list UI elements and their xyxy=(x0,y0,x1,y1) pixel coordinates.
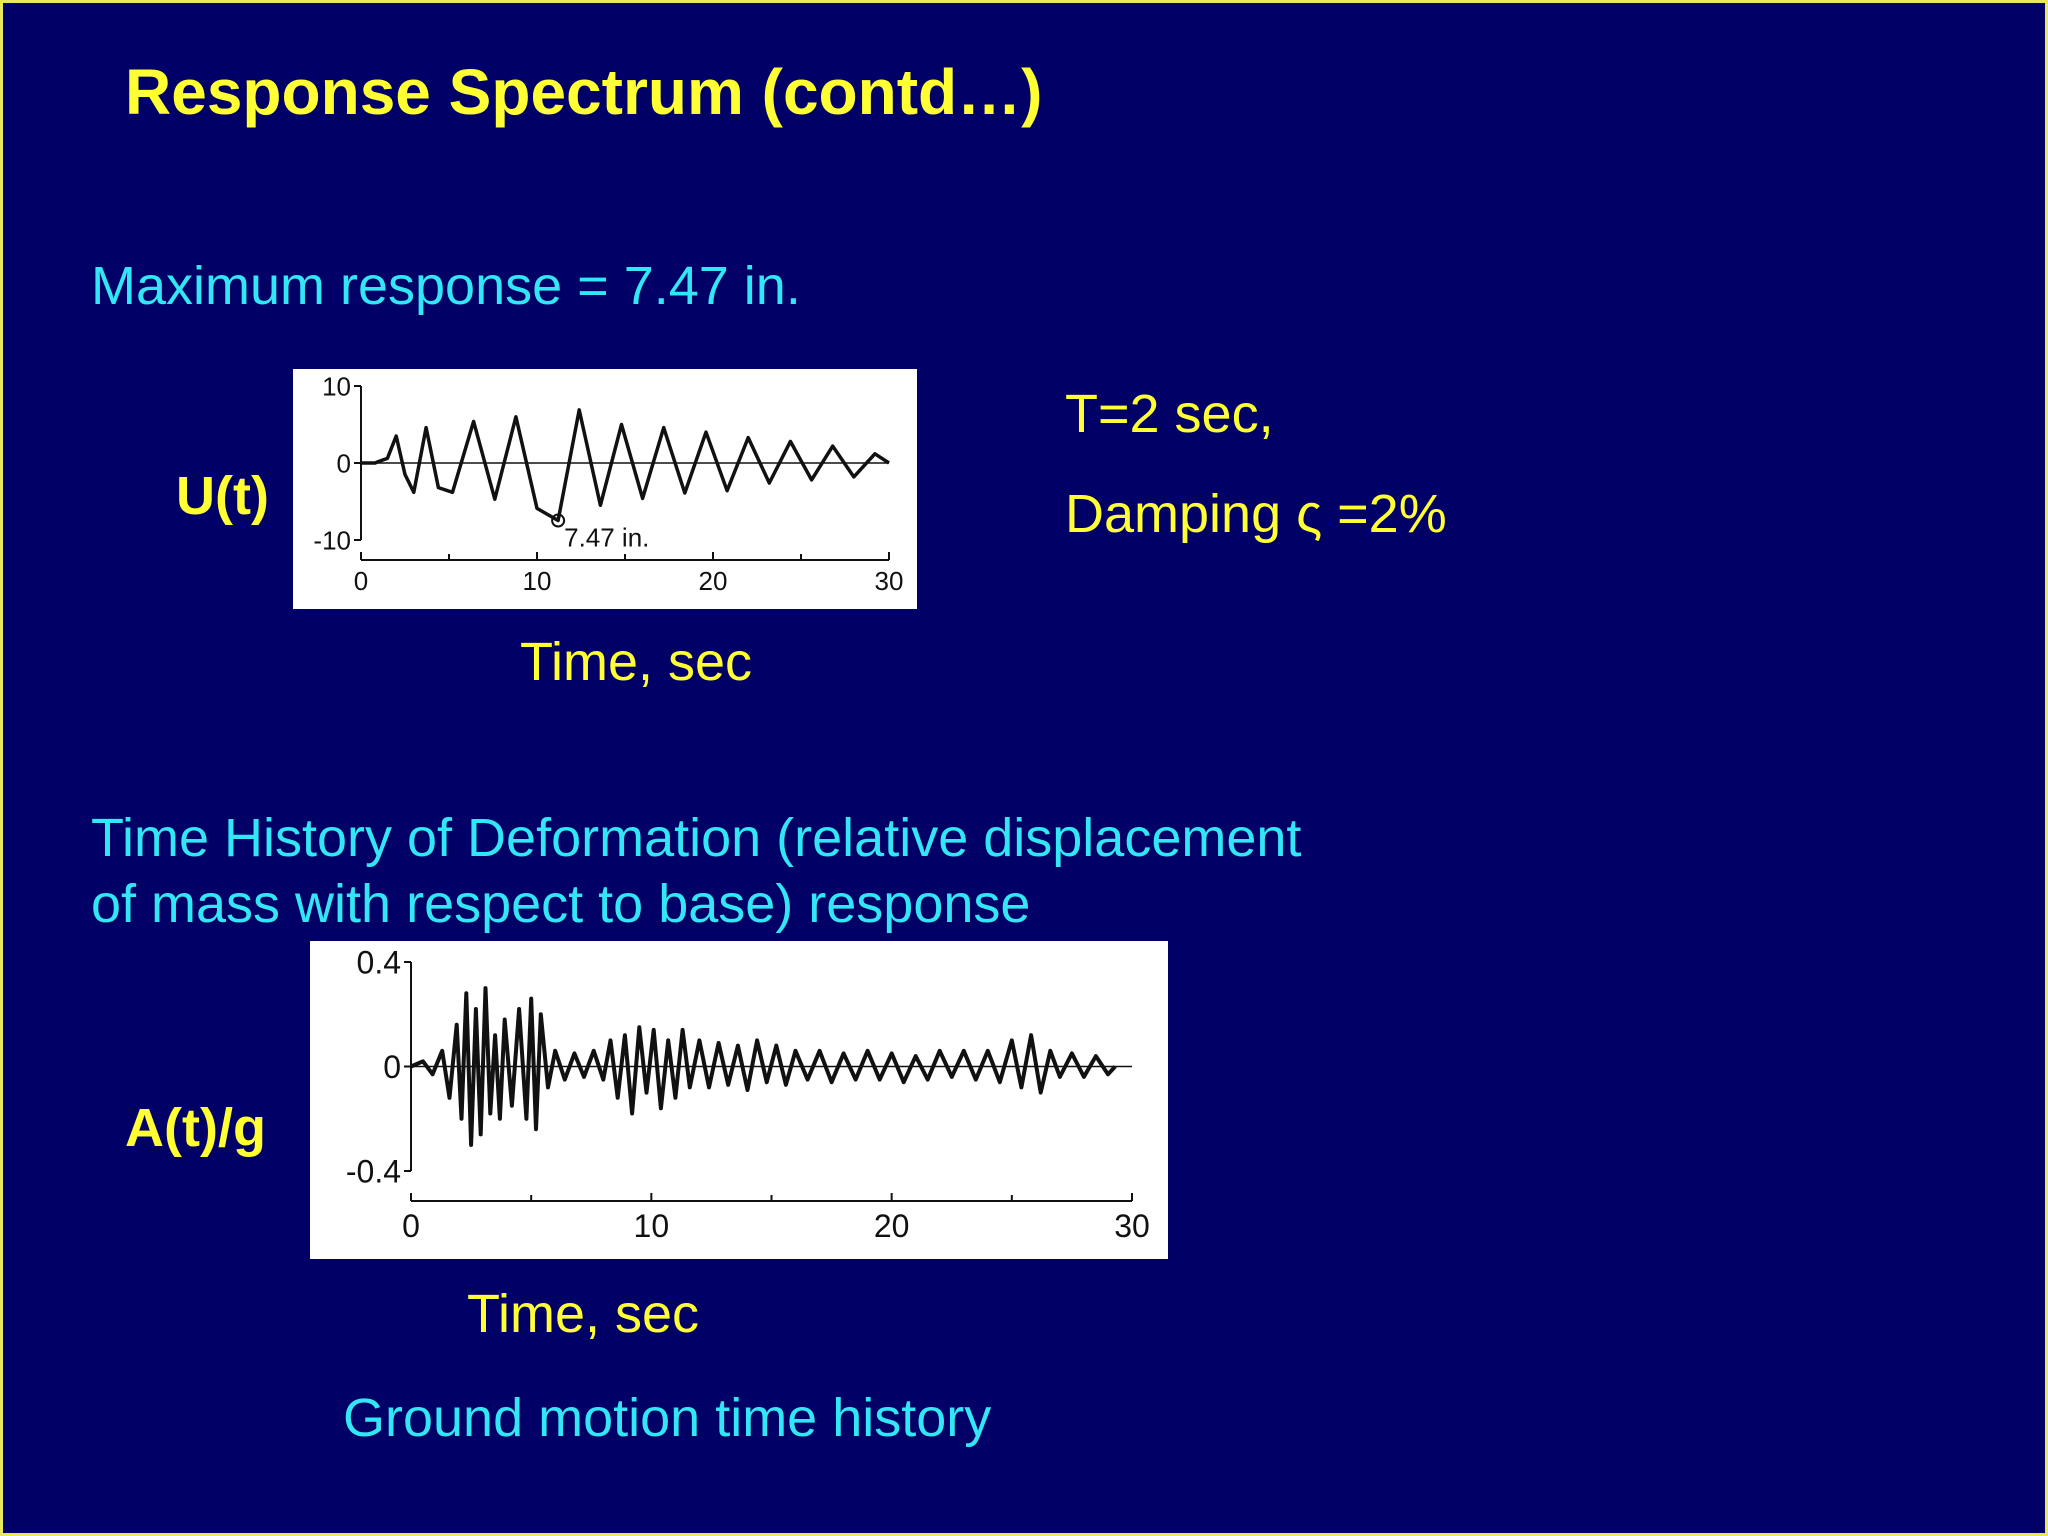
displacement-chart-y-tick-label: -10 xyxy=(313,525,351,555)
ground-motion-chart-y-tick-label: -0.4 xyxy=(346,1154,401,1190)
displacement-chart-peak-marker xyxy=(551,513,566,528)
ground-motion-chart-x-tick-label: 0 xyxy=(402,1208,420,1244)
max-response-text: Maximum response = 7.47 in. xyxy=(91,256,801,316)
chart2-xlabel: Time, sec xyxy=(467,1284,700,1344)
ground-motion-chart: 0.4 0 -0.4 0 10 20 30 xyxy=(310,941,1168,1259)
displacement-chart-x-tick-label: 10 xyxy=(523,566,552,596)
period-text: T=2 sec, xyxy=(1065,384,1274,444)
displacement-chart-y-tick-label: 0 xyxy=(337,448,351,478)
displacement-chart-y-tick-label: 10 xyxy=(322,371,351,401)
ground-motion-chart-svg: 0.40-0.40 10 20 30 xyxy=(346,945,1150,1244)
displacement-chart-x-tick-label: 0 xyxy=(354,566,368,596)
displacement-chart-svg: 100-100 10 20 307.47 in. xyxy=(313,371,904,596)
deformation-caption-line2: of mass with respect to base) response xyxy=(91,874,1031,934)
ground-motion-chart-x-tick-label: 30 xyxy=(1114,1208,1150,1244)
ground-motion-chart-x-tick-label: 20 xyxy=(874,1208,910,1244)
ground-motion-chart-x-tick-label: 10 xyxy=(634,1208,670,1244)
deformation-caption-line1: Time History of Deformation (relative di… xyxy=(91,808,1302,868)
displacement-chart: 10 0 -10 0 10 20 30 7.47 in. xyxy=(293,369,917,609)
ground-motion-chart-y-tick-label: 0.4 xyxy=(357,945,401,981)
displacement-chart-x-tick-label: 20 xyxy=(699,566,728,596)
chart1-ylabel: U(t) xyxy=(176,466,269,526)
displacement-chart-series-line xyxy=(361,408,890,523)
ground-motion-chart-y-tick-label: 0 xyxy=(383,1049,401,1085)
ground-motion-chart-series-line xyxy=(410,986,1117,1147)
damping-text: Damping ς =2% xyxy=(1065,484,1447,544)
slide-title: Response Spectrum (contd…) xyxy=(125,56,1043,128)
displacement-chart-peak-annotation: 7.47 in. xyxy=(564,523,649,553)
ground-motion-caption: Ground motion time history xyxy=(343,1388,992,1448)
displacement-chart-x-tick-label: 30 xyxy=(875,566,904,596)
chart1-xlabel: Time, sec xyxy=(520,632,753,692)
chart2-ylabel: A(t)/g xyxy=(125,1098,266,1158)
